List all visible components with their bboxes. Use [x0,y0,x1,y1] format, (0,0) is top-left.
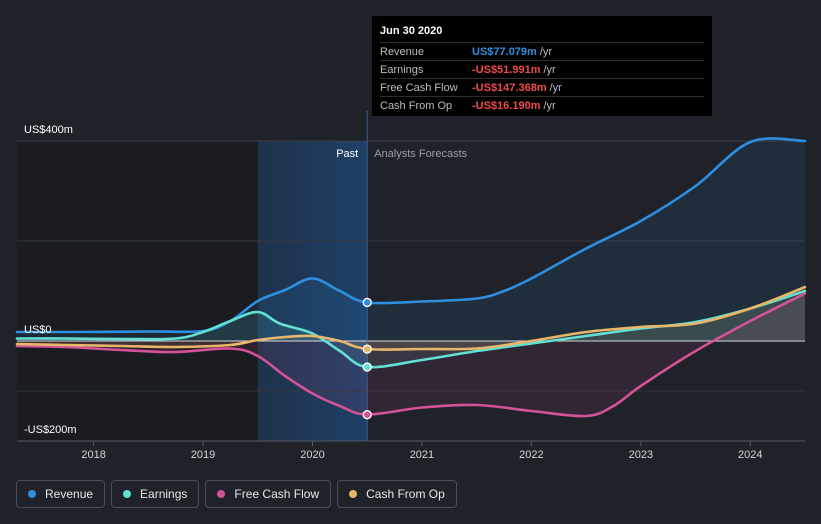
x-tick-label: 2023 [629,449,653,461]
y-tick-label: -US$200m [24,424,77,436]
legend-label: Cash From Op [366,487,445,501]
legend-item-earnings[interactable]: Earnings [111,480,200,508]
revenue-marker [362,297,372,308]
legend-label: Earnings [140,487,188,501]
legend: Revenue Earnings Free Cash Flow Cash Fro… [16,480,457,510]
tooltip-row-cash-from-op: Cash From Op -US$16.190m /yr [380,96,704,114]
tooltip-unit: /yr [543,99,556,112]
tooltip-value: -US$16.190m [472,99,541,112]
legend-item-revenue[interactable]: Revenue [16,480,106,508]
tooltip-label: Revenue [380,45,425,58]
x-tick-label: 2020 [300,449,324,461]
legend-label: Free Cash Flow [234,487,320,501]
y-tick-label: US$0 [24,324,52,336]
cash-from-op-dot-icon [349,490,358,498]
tooltip: Jun 30 2020 Revenue US$77.079m /yr Earni… [372,16,712,116]
revenue-area [17,138,805,341]
tooltip-row-earnings: Earnings -US$51.991m /yr [380,60,704,78]
tooltip-row-revenue: Revenue US$77.079m /yr [380,42,704,60]
tooltip-value: US$77.079m [472,45,537,58]
past-region [17,141,258,441]
legend-item-free-cash-flow[interactable]: Free Cash Flow [205,480,332,508]
legend-item-cash-from-op[interactable]: Cash From Op [337,480,457,508]
tooltip-label: Cash From Op [380,99,453,112]
cash-from-op-line [15,285,807,351]
tooltip-label: Free Cash Flow [380,81,458,94]
tooltip-value: -US$51.991m [472,63,541,76]
earnings-line [15,289,807,369]
cash-from-op-marker [362,344,372,354]
tooltip-date: Jun 30 2020 [380,25,443,37]
earnings-area [17,291,805,368]
tooltip-label: Earnings [380,63,424,76]
earnings-dot-icon [123,490,132,498]
x-tick-label: 2024 [738,449,762,461]
tooltip-row-free-cash-flow: Free Cash Flow -US$147.368m /yr [380,78,704,96]
tooltip-unit: /yr [543,63,556,76]
x-tick-label: 2018 [81,449,105,461]
free-cash-flow-dot-icon [217,490,226,498]
x-tick-label: 2021 [410,449,434,461]
revenue-dot-icon [28,490,36,498]
earnings-marker [362,362,372,372]
free-cash-flow-marker [362,410,372,420]
tooltip-value: -US$147.368m [472,81,547,94]
forecast-label: Analysts Forecasts [374,148,467,160]
tooltip-unit: /yr [539,45,553,58]
y-tick-label: US$400m [24,124,73,136]
free-cash-flow-area [17,293,805,417]
x-tick-label: 2022 [519,449,543,461]
x-tick-label: 2019 [191,449,215,461]
past-label: Past [336,148,358,160]
legend-label: Revenue [45,487,94,501]
tooltip-unit: /yr [549,81,562,94]
